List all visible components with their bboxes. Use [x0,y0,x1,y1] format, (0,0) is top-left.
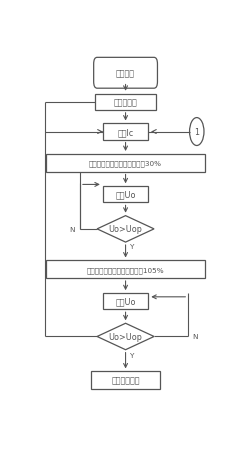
Polygon shape [97,324,154,350]
Polygon shape [97,216,154,243]
Text: 随调式消弧线圈调谐脱谐度至105%: 随调式消弧线圈调谐脱谐度至105% [87,267,164,273]
Text: Uo>Uop: Uo>Uop [109,332,143,341]
Text: N: N [69,227,74,232]
Text: 模块初始化: 模块初始化 [114,98,137,107]
Text: 选线装置选线: 选线装置选线 [111,376,140,385]
Text: Uo>Uop: Uo>Uop [109,225,143,234]
FancyBboxPatch shape [94,58,158,89]
FancyBboxPatch shape [95,95,156,110]
Text: 1: 1 [194,128,199,137]
FancyBboxPatch shape [103,124,148,140]
Text: N: N [192,334,197,340]
Text: Y: Y [130,243,135,249]
FancyBboxPatch shape [103,294,148,310]
Text: 测量Uo: 测量Uo [115,297,136,306]
Text: 装置启动: 装置启动 [116,69,135,78]
FancyBboxPatch shape [46,155,205,172]
Text: 测量Uo: 测量Uo [115,190,136,199]
Text: Y: Y [130,352,135,358]
FancyBboxPatch shape [91,372,160,389]
FancyBboxPatch shape [103,187,148,203]
Text: 测量Ic: 测量Ic [117,128,134,137]
Circle shape [190,119,204,146]
FancyBboxPatch shape [46,261,205,278]
Text: 随调式消弧线圈调谐脱谐度至30%: 随调式消弧线圈调谐脱谐度至30% [89,160,162,167]
